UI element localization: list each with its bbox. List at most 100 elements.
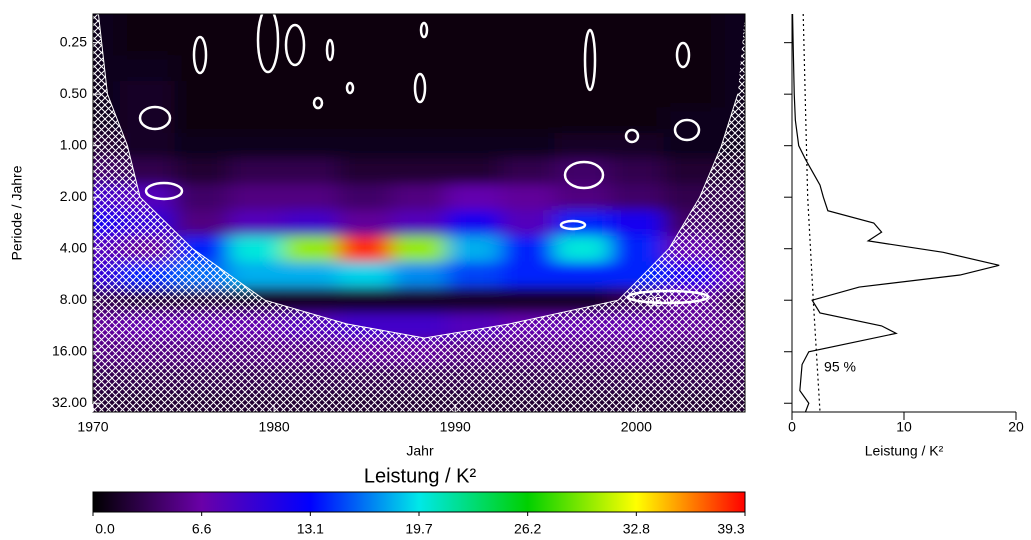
- heat-cell: [500, 132, 556, 159]
- contour: [312, 96, 324, 110]
- heat-cell: [174, 80, 230, 108]
- heat-cell: [283, 184, 338, 211]
- coi-line: [97, 14, 739, 339]
- heat-cell: [391, 261, 447, 288]
- heat-cell: [337, 132, 393, 159]
- heat-cell: [500, 158, 556, 185]
- heat-cell: [93, 55, 121, 82]
- heat-cell: [391, 14, 447, 56]
- heat-cell: [228, 55, 284, 82]
- heat-cell: [663, 132, 719, 159]
- heat-cell: [337, 210, 393, 237]
- y-tick-label: 2.00: [60, 188, 87, 204]
- coi-hatch: [93, 14, 745, 412]
- spectrum-line: [791, 13, 1000, 413]
- x-tick-label: 0: [788, 419, 796, 435]
- y-axis-label: Periode / Jahre: [9, 165, 25, 260]
- heat-cell: [120, 55, 175, 82]
- contour: [626, 289, 710, 305]
- y-tick-label: 4.00: [60, 239, 87, 255]
- colorbar-tick-label: 39.3: [717, 521, 744, 537]
- spectrum-line: [802, 13, 821, 413]
- contour: [559, 219, 587, 231]
- heat-cell: [609, 132, 664, 159]
- x-tick-label: 20: [1008, 419, 1024, 435]
- heat-cell: [446, 184, 501, 211]
- colorbar-tick-label: 26.2: [514, 521, 541, 537]
- heat-cell: [446, 287, 501, 314]
- heat-cell: [391, 235, 447, 263]
- contour: [583, 28, 597, 92]
- heat-cell: [446, 158, 501, 185]
- x-axis-label: Leistung / K²: [865, 443, 944, 459]
- x-tick-label: 2000: [621, 419, 652, 435]
- heat-cell: [717, 55, 745, 82]
- heat-cell: [337, 80, 393, 108]
- y-tick-label: 0.50: [60, 85, 87, 101]
- heat-cell: [283, 80, 338, 108]
- x-tick-label: 1980: [259, 419, 290, 435]
- heat-cell: [228, 132, 284, 159]
- heat-cell: [500, 261, 556, 288]
- contour: [419, 21, 429, 39]
- heat-cell: [500, 184, 556, 211]
- heat-cell: [446, 107, 501, 134]
- heat-cell: [120, 14, 175, 56]
- heat-cell: [283, 158, 338, 185]
- x-tick-label: 1990: [440, 419, 471, 435]
- heat-cell: [391, 107, 447, 134]
- x-tick-label: 10: [896, 419, 912, 435]
- heat-cell: [120, 80, 175, 108]
- heat-cell: [283, 261, 338, 288]
- heat-cell: [663, 80, 719, 108]
- heat-cell: [500, 55, 556, 82]
- contour: [144, 181, 184, 201]
- heat-cell: [609, 210, 664, 237]
- heat-cell: [554, 132, 610, 159]
- colorbar-tick-label: 13.1: [297, 521, 324, 537]
- colorbar-tick-label: 6.6: [192, 521, 212, 537]
- cone-of-influence: [93, 14, 745, 412]
- contour: [673, 118, 701, 142]
- colorbar-title: Leistung / K²: [364, 465, 477, 487]
- heat-cell: [500, 235, 556, 263]
- heat-cell: [446, 261, 501, 288]
- contour: [563, 160, 605, 190]
- contour: [325, 38, 335, 62]
- heat-cell: [609, 107, 664, 134]
- heat-cell: [391, 287, 447, 314]
- heat-cell: [283, 107, 338, 134]
- contour: [624, 128, 640, 144]
- heat-cell: [609, 14, 664, 56]
- y-tick-label: 1.00: [60, 136, 87, 152]
- heat-cell: [174, 55, 230, 82]
- colorbar-tick-label: 32.8: [623, 521, 650, 537]
- heat-cell: [446, 80, 501, 108]
- heat-cell: [283, 210, 338, 237]
- heat-cell: [337, 261, 393, 288]
- heat-cell: [609, 184, 664, 211]
- heat-cell: [337, 158, 393, 185]
- heat-cell: [554, 107, 610, 134]
- heat-cell: [609, 158, 664, 185]
- heat-cell: [174, 158, 230, 185]
- heat-cell: [283, 132, 338, 159]
- contour: [675, 41, 691, 69]
- x-axis-label: Jahr: [406, 443, 434, 459]
- y-tick-label: 0.25: [60, 33, 87, 49]
- y-tick-label: 16.00: [52, 342, 87, 358]
- contour: [192, 35, 208, 75]
- heat-cell: [337, 287, 393, 314]
- y-tick-label: 8.00: [60, 291, 87, 307]
- heat-cell: [283, 235, 338, 263]
- heat-cell: [174, 132, 230, 159]
- heat-cell: [446, 14, 501, 56]
- heat-cell: [500, 107, 556, 134]
- heat-cell: [228, 210, 284, 237]
- heat-cell: [337, 55, 393, 82]
- significance-contours: [138, 14, 710, 305]
- colorbar: [92, 491, 746, 513]
- heat-cell: [228, 235, 284, 263]
- heat-cell: [554, 235, 610, 263]
- heat-cell: [500, 80, 556, 108]
